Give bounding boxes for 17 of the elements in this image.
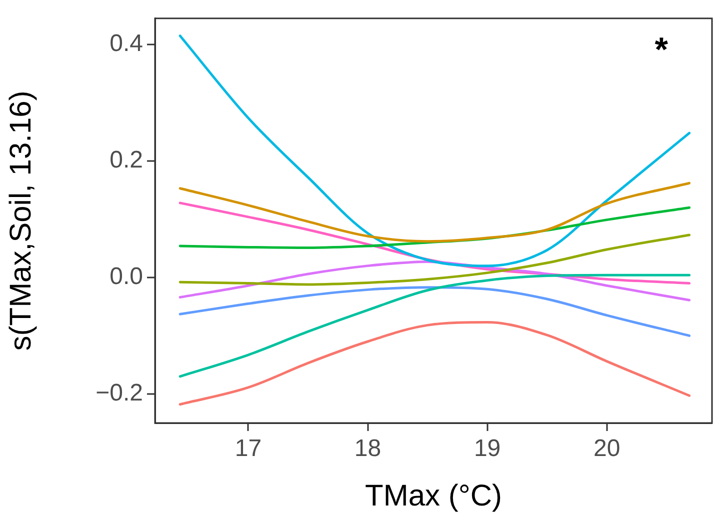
annotation: * — [654, 30, 669, 69]
x-tick-label: 19 — [474, 435, 501, 462]
x-tick-label: 17 — [234, 435, 262, 462]
y-tick-label: 0.4 — [110, 30, 143, 58]
line-series — [178, 274, 691, 378]
line-series — [178, 182, 691, 243]
x-tick-label: 18 — [354, 435, 382, 462]
y-tick-label: 0.2 — [110, 146, 143, 174]
line-series — [178, 286, 691, 337]
line-series — [178, 321, 691, 406]
y-tick-label: −0.2 — [96, 380, 143, 407]
x-axis-title: TMax (°C) — [365, 479, 502, 512]
y-axis-title: s(TMax,Soil, 13.16) — [4, 90, 38, 351]
x-tick-label: 20 — [593, 435, 620, 462]
y-tick-label: 0.0 — [110, 263, 143, 290]
line-series — [178, 34, 691, 268]
line-series — [178, 234, 691, 286]
